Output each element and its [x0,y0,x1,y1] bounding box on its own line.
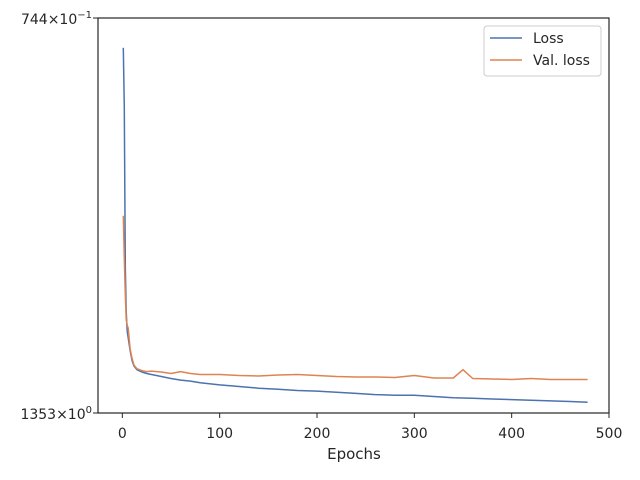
x-tick-label-0: 0 [118,426,127,442]
plot-frame [97,17,610,414]
y-tick-label-top: 744×10−1 [21,10,92,28]
x-axis-ticks: 0 100 200 300 400 500 [118,413,622,442]
y-tick-label-bottom: 1353×100 [20,405,92,423]
legend-label-loss: Loss [533,31,564,47]
x-tick-label-300: 300 [401,426,428,442]
x-tick-label-500: 500 [596,426,623,442]
x-tick-label-400: 400 [498,426,525,442]
series-line-val-loss [122,215,588,381]
x-axis-label: Epochs [327,445,381,463]
x-tick-label-200: 200 [304,426,331,442]
series-line-loss [122,47,588,403]
legend: Loss Val. loss [483,25,602,77]
x-tick-label-100: 100 [206,426,233,442]
series-layer [122,47,588,403]
legend-label-val-loss: Val. loss [533,53,590,69]
